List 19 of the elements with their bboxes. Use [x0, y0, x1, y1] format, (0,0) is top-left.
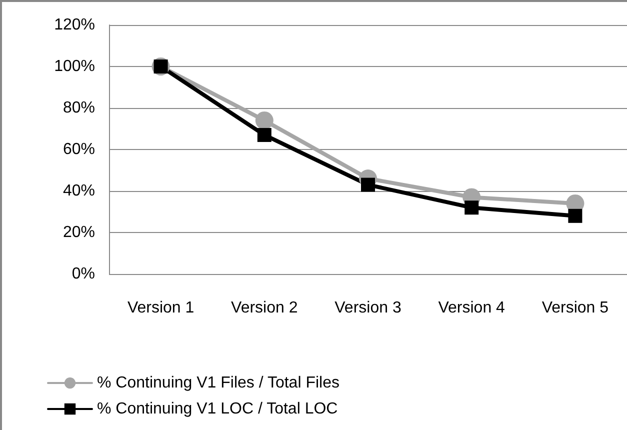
y-tick-label: 120% — [54, 16, 95, 34]
y-tick-label: 80% — [62, 100, 95, 116]
x-tick-label: Version 2 — [231, 300, 298, 316]
point — [568, 208, 582, 223]
y-tick-label: 100% — [54, 58, 95, 75]
x-tick-label: Version 3 — [334, 300, 402, 316]
point — [257, 128, 272, 142]
y-tick-label: 0% — [72, 266, 95, 282]
point — [361, 178, 375, 192]
x-tick-label: Version 4 — [438, 300, 506, 316]
point — [255, 111, 274, 130]
x-tick-label: Version 5 — [542, 300, 609, 316]
y-tick-label: 60% — [62, 141, 95, 158]
y-tick-label: 40% — [62, 182, 95, 200]
point — [464, 200, 479, 215]
legend-label: % Continuing V1 Files / Total Files — [97, 374, 340, 392]
x-tick-label: Version 1 — [127, 300, 194, 316]
y-tick-label: 20% — [62, 224, 95, 241]
legend-label: % Continuing V1 LOC / Total LOC — [97, 400, 338, 418]
